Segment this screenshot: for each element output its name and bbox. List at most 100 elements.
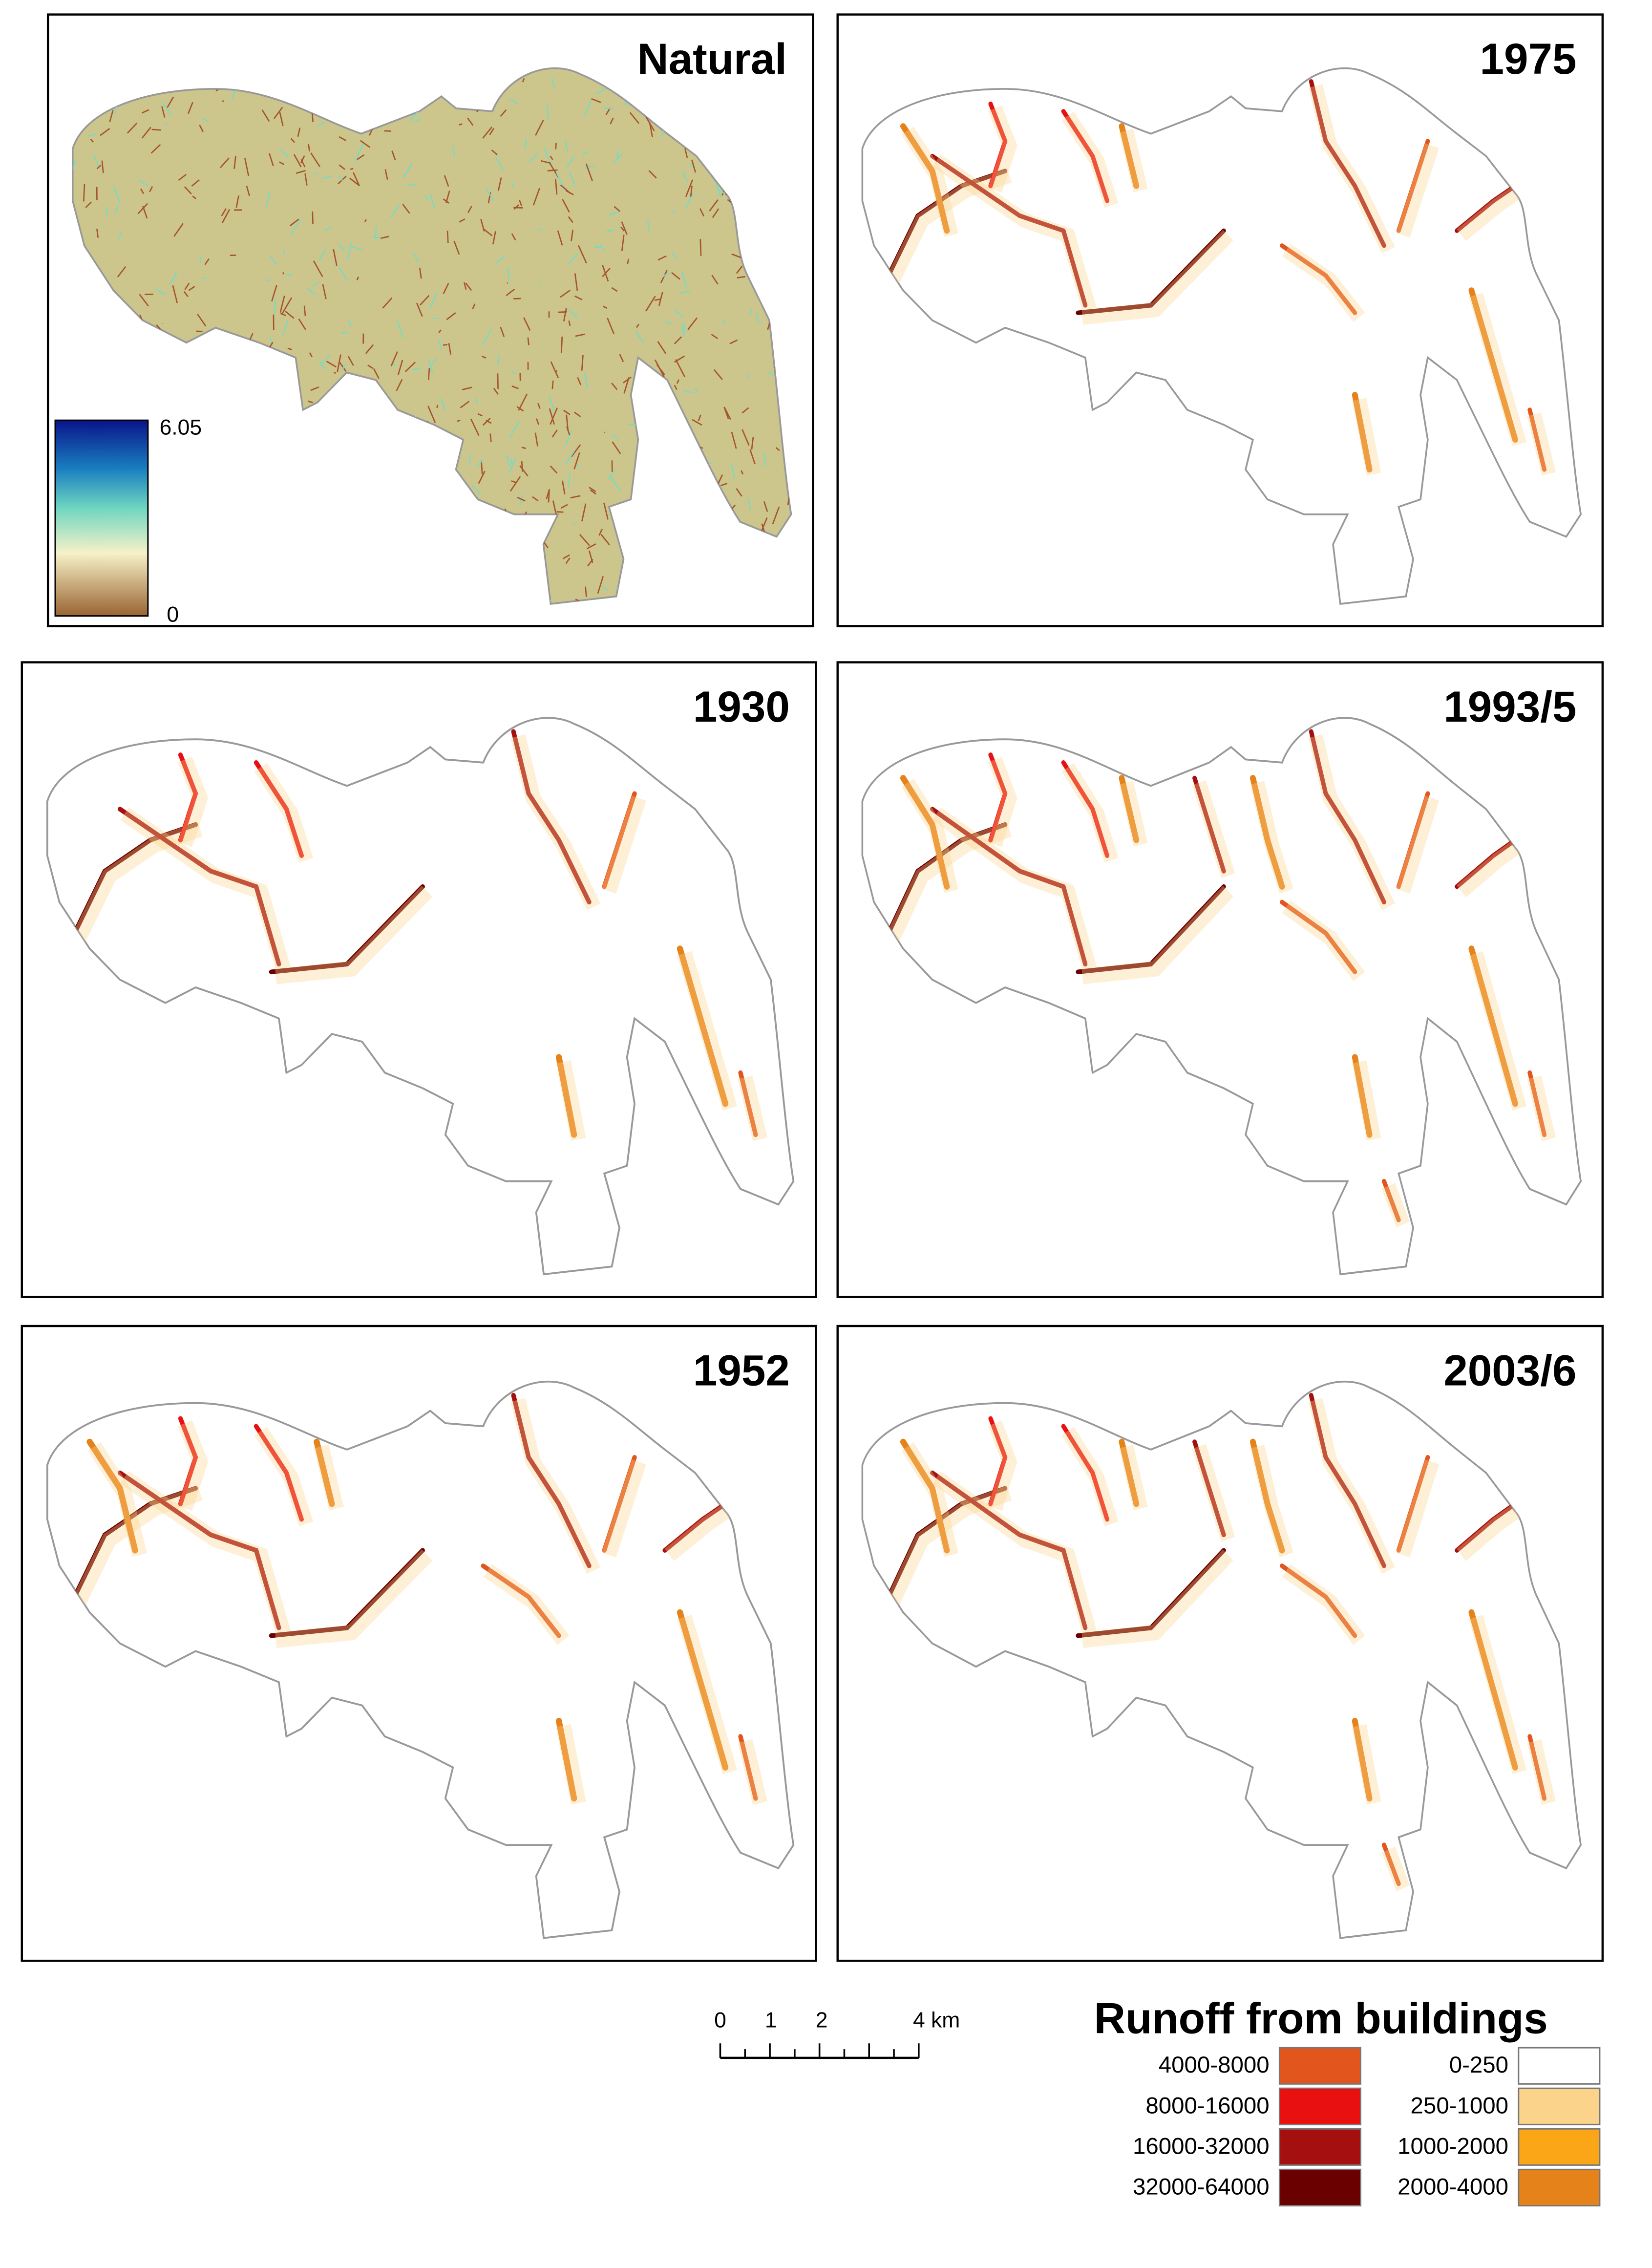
- drainage: [737, 276, 746, 278]
- stream: [1468, 1609, 1518, 1771]
- drainage: [602, 268, 611, 278]
- drainage: [554, 370, 558, 373]
- stream: [1119, 775, 1140, 843]
- drainage: [83, 184, 85, 202]
- drainage: [551, 77, 555, 89]
- drainage: [446, 312, 456, 321]
- stream: [1396, 1455, 1430, 1553]
- drainage: [513, 204, 519, 210]
- drainage: [407, 183, 417, 186]
- drainage: [741, 470, 744, 475]
- drainage: [535, 418, 540, 425]
- drainage: [443, 343, 448, 346]
- stream: [1076, 884, 1226, 974]
- stream-fringe: [1119, 128, 1148, 193]
- drainage: [517, 496, 526, 502]
- drainage: [586, 543, 596, 550]
- drainage: [602, 586, 609, 591]
- drainage: [416, 302, 423, 317]
- drainage: [467, 117, 474, 126]
- stream-fringe: [601, 795, 647, 894]
- drainage: [460, 401, 470, 408]
- drainage: [183, 291, 189, 298]
- drainage: [364, 219, 367, 222]
- stream: [269, 884, 425, 974]
- legend-swatch: [1518, 2087, 1601, 2125]
- drainage: [161, 106, 166, 118]
- stream-fringe: [483, 1564, 570, 1646]
- drainage: [197, 313, 207, 327]
- drainage: [307, 144, 311, 152]
- drainage: [298, 318, 306, 330]
- drainage: [541, 160, 551, 164]
- drainage: [535, 119, 544, 136]
- drainage: [489, 128, 495, 135]
- stream: [1061, 1424, 1110, 1522]
- stream: [314, 1438, 335, 1507]
- drainage: [584, 165, 595, 169]
- drainage: [566, 155, 575, 168]
- drainage: [72, 160, 77, 170]
- drainage: [169, 273, 177, 285]
- drainage: [173, 223, 184, 237]
- drainage: [93, 154, 100, 169]
- stream-fringe: [1250, 781, 1293, 894]
- drainage: [244, 158, 250, 176]
- drainage: [736, 265, 743, 274]
- drainage: [562, 198, 570, 213]
- drainage: [544, 147, 551, 163]
- stream: [555, 1717, 577, 1802]
- stream-fringe: [1457, 1502, 1524, 1562]
- legend-swatch: [1518, 2128, 1601, 2166]
- drainage: [589, 487, 596, 492]
- drainage: [511, 233, 516, 241]
- drainage: [199, 125, 204, 132]
- drainage: [149, 186, 153, 193]
- drainage: [303, 305, 306, 316]
- drainage: [662, 272, 669, 278]
- legend-swatch: [1278, 2128, 1361, 2166]
- drainage: [491, 149, 498, 155]
- stream-fringe: [677, 951, 738, 1111]
- stream-fringe: [275, 885, 433, 984]
- stream-fringe: [1282, 1564, 1365, 1646]
- map: [861, 717, 1582, 1276]
- legend-label: 2000-4000: [1398, 2174, 1508, 2200]
- drainage: [459, 123, 463, 126]
- drainage: [96, 229, 99, 238]
- drainage: [117, 231, 122, 240]
- stream-fringe: [1308, 84, 1395, 254]
- drainage: [221, 209, 231, 224]
- drainage: [511, 370, 516, 375]
- drainage: [546, 489, 551, 499]
- drainage: [172, 285, 178, 303]
- drainage: [155, 288, 166, 296]
- stream: [988, 752, 1008, 843]
- drainage: [354, 143, 364, 162]
- drainage: [681, 170, 688, 182]
- drainage: [382, 297, 393, 309]
- drainage: [333, 249, 338, 266]
- stream-fringe: [988, 106, 1017, 193]
- land: [861, 717, 1582, 1276]
- stream-fringe: [664, 1502, 734, 1562]
- legend-label: 32000-64000: [1133, 2174, 1270, 2200]
- legend-label: 250-1000: [1411, 2093, 1508, 2118]
- stream-fringe: [1250, 1444, 1293, 1558]
- drainage: [465, 282, 472, 291]
- drainage: [341, 364, 346, 371]
- drainage: [101, 160, 104, 173]
- drainage: [623, 376, 632, 384]
- stream-fringe: [1061, 763, 1119, 863]
- stream: [1455, 183, 1518, 233]
- drainage: [304, 173, 308, 186]
- drainage: [350, 168, 354, 170]
- stream: [1119, 123, 1140, 189]
- drainage: [563, 308, 567, 321]
- drainage: [579, 534, 590, 546]
- legend-label: 16000-32000: [1133, 2133, 1270, 2159]
- drainage: [509, 476, 521, 492]
- drainage: [481, 355, 487, 359]
